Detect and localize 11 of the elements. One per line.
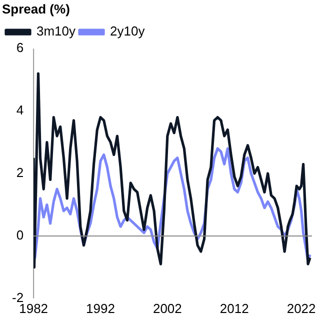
y-tick-label: 6 (16, 40, 24, 56)
x-tick-label: 1992 (86, 300, 115, 316)
y-tick-label: 2 (16, 165, 24, 180)
x-tick-label: 2002 (152, 300, 182, 316)
legend-label: 3m10y (36, 24, 76, 39)
y-tick-label: 0 (16, 228, 24, 243)
y-axis-title: Spread (%) (2, 1, 70, 16)
legend-label: 2y10y (110, 24, 146, 39)
y-tick-label: 4 (16, 102, 24, 118)
x-tick-label: 2012 (220, 300, 249, 316)
x-tick-label: 2022 (286, 300, 316, 316)
